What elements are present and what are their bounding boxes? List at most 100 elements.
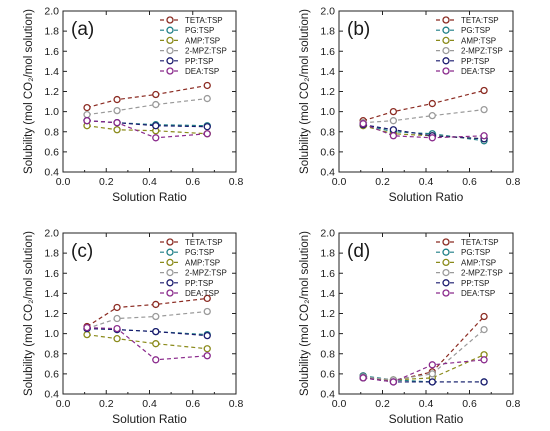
- legend-entry: AMP:TSP: [461, 258, 496, 267]
- y-tick-label: 1.0: [320, 106, 335, 118]
- legend-marker: [166, 258, 174, 267]
- y-tick-label: 2.0: [44, 228, 59, 240]
- data-point: [428, 361, 436, 369]
- legend-marker: [442, 289, 450, 297]
- series-line-1: [86, 327, 208, 336]
- y-tick-label: 0.6: [320, 146, 335, 158]
- legend-marker: [442, 26, 450, 34]
- series-line-0: [86, 84, 208, 109]
- data-point: [203, 345, 211, 353]
- series-line-5: [86, 120, 208, 139]
- y-tick-label: 1.0: [44, 328, 59, 340]
- y-axis-title: Solubility (mol CO₂/mol solution): [299, 231, 311, 396]
- x-tick-label: 0.6: [185, 398, 200, 410]
- data-point: [152, 300, 160, 309]
- data-point: [203, 94, 211, 103]
- data-point: [83, 110, 91, 119]
- y-tick-label: 0.8: [44, 126, 59, 138]
- y-tick-label: 1.6: [320, 46, 335, 58]
- legend-entry: PG:TSP: [461, 26, 490, 35]
- y-tick-label: 1.4: [44, 66, 59, 78]
- x-tick-label: 0.0: [332, 398, 347, 410]
- x-tick-label: 0.2: [375, 398, 390, 410]
- panel-label: (b): [347, 19, 370, 40]
- x-axis-title: Solution Ratio: [389, 412, 464, 426]
- legend-entry: TETA:TSP: [461, 16, 499, 25]
- legend-marker: [442, 67, 450, 75]
- series-line-0: [86, 297, 208, 328]
- data-point: [480, 356, 488, 364]
- panel-b: 0.0 0.2 0.4 0.6 0.8 0.4 0.6 0.8 1.0 1.2 1.4 1.6 1.8 2…: [299, 6, 520, 205]
- data-point: [152, 100, 160, 109]
- y-tick-label: 1.6: [44, 268, 59, 280]
- legend-entry: PP:TSP: [461, 57, 489, 66]
- y-tick-label: 0.4: [320, 167, 335, 179]
- legend-marker: [166, 46, 174, 55]
- x-tick-label: 0.2: [99, 398, 114, 410]
- series-line-3: [363, 109, 485, 124]
- x-axis-title: Solution Ratio: [112, 190, 187, 204]
- legend-entry: TETA:TSP: [461, 238, 499, 247]
- data-point: [389, 117, 398, 125]
- data-point: [83, 117, 91, 125]
- series-line-4: [363, 124, 485, 140]
- x-tick-label: 0.8: [229, 176, 244, 188]
- data-point: [389, 132, 398, 140]
- data-point: [389, 107, 398, 116]
- panel-label: (c): [71, 241, 93, 262]
- data-point: [152, 312, 160, 321]
- data-point: [480, 325, 488, 334]
- y-tick-label: 0.6: [320, 368, 335, 380]
- series-line-2: [86, 334, 208, 350]
- y-tick-label: 0.8: [320, 348, 335, 360]
- data-point: [152, 340, 160, 348]
- series-line-2: [363, 354, 485, 381]
- y-tick-label: 0.8: [44, 348, 59, 360]
- legend-marker: [442, 279, 450, 287]
- legend-marker: [166, 289, 174, 297]
- data-point: [113, 303, 121, 312]
- data-point: [203, 294, 211, 303]
- legend-marker: [442, 258, 450, 267]
- data-point: [203, 123, 211, 131]
- series-line-3: [363, 329, 485, 381]
- x-tick-label: 0.6: [462, 398, 477, 410]
- x-tick-label: 0.0: [332, 176, 347, 188]
- data-point: [389, 378, 398, 386]
- data-point: [152, 327, 160, 336]
- data-point: [113, 335, 121, 343]
- y-tick-label: 1.8: [44, 248, 59, 260]
- panel-c: 0.0 0.2 0.4 0.6 0.8 0.4 0.6 0.8 1.0 1.2 1.4 1.6 1.8 2…: [23, 228, 243, 427]
- y-tick-label: 1.8: [320, 26, 335, 38]
- x-tick-label: 0.8: [229, 398, 244, 410]
- data-point: [83, 103, 91, 112]
- data-point: [83, 330, 91, 339]
- data-point: [113, 126, 121, 134]
- y-tick-label: 1.2: [44, 308, 59, 320]
- legend-entry: 2-MPZ:TSP: [461, 47, 503, 56]
- x-tick-label: 0.8: [506, 176, 521, 188]
- series-line-1: [363, 375, 485, 383]
- data-point: [480, 105, 488, 114]
- y-tick-label: 0.4: [44, 167, 59, 179]
- data-point: [480, 378, 488, 386]
- legend-marker: [442, 16, 450, 24]
- legend-marker: [442, 268, 450, 277]
- panel-a: 0.0 0.2 0.4 0.6 0.8 0.4 0.6 0.8 1.0 1.2 1.4 1.6 1.8 2…: [23, 6, 243, 205]
- x-tick-label: 0.4: [419, 176, 434, 188]
- data-point: [480, 312, 488, 321]
- series-line-0: [363, 316, 485, 382]
- data-point: [359, 120, 367, 128]
- data-point: [428, 370, 436, 378]
- data-point: [152, 122, 160, 130]
- series-line-1: [363, 124, 485, 142]
- data-point: [113, 314, 121, 323]
- series-line-1: [86, 120, 208, 127]
- data-point: [152, 134, 160, 142]
- legend-entry: DEA:TSP: [185, 67, 219, 76]
- y-tick-label: 2.0: [320, 6, 335, 18]
- data-point: [389, 126, 398, 134]
- legend-marker: [166, 238, 174, 246]
- y-tick-label: 2.0: [320, 228, 335, 240]
